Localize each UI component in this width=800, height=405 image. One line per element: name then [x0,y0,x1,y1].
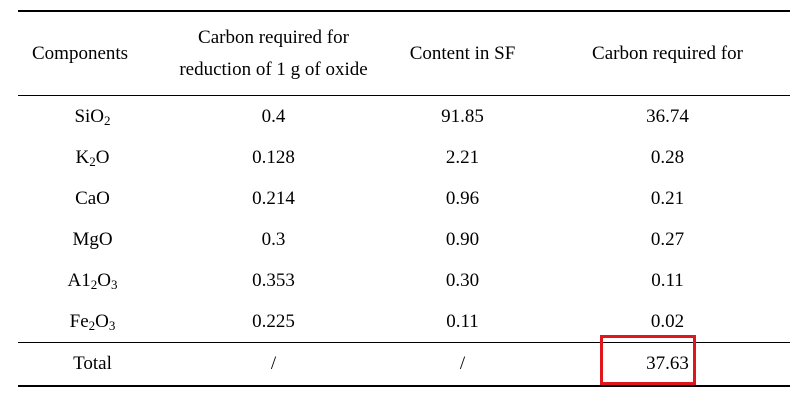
cell-carbon-required: 0.27 [650,228,685,250]
cell-carbon-required: 0.28 [650,146,685,168]
cell-content: 0.11 [446,310,479,332]
component-main-text: K [75,146,90,168]
component-main-text: SiO [74,105,105,127]
total-label: Total [73,353,112,374]
component-sub-text: 2 [89,153,96,169]
component-main-text: CaO [75,187,110,209]
table-row: A12O3 0.353 0.30 0.11 [18,260,790,301]
component-tail-text: O [95,310,109,332]
total-carbon-required: 37.63 [646,353,689,374]
component-sub2-text: 3 [108,317,116,333]
component-main-text: A1 [67,269,91,291]
cell-content: 0.30 [445,269,480,291]
component-main-text: MgO [72,228,113,250]
component-tail-text: O [95,146,110,168]
cell-content: 91.85 [441,105,484,127]
cell-component: K2O [18,147,167,169]
header-carbon-per-oxide-line2: reduction of 1 g of oxide [179,58,368,80]
table-row: Fe2O3 0.225 0.11 0.02 [18,301,790,342]
highlight-box: 37.63 [646,353,689,375]
component-sub-text: 2 [90,276,98,292]
component-main-text: Fe [69,310,89,332]
component-tail-text: O [97,269,111,291]
table-row: K2O 0.128 2.21 0.28 [18,137,790,178]
data-table: Components Carbon required for reduction… [18,10,790,387]
cell-carbon-required: 0.11 [651,269,684,291]
cell-carbon-required: 36.74 [646,105,689,127]
table-row: MgO 0.3 0.90 0.27 [18,219,790,260]
cell-content: 2.21 [445,146,480,168]
header-content-in-sf: Content in SF [409,42,516,64]
table-header-row: Components Carbon required for reduction… [18,12,790,95]
component-sub2-text: 3 [110,276,118,292]
cell-carbon-per-g: 0.4 [261,105,286,127]
component-sub-text: 2 [104,112,111,128]
table-total-row: Total / / 37.63 [18,343,790,385]
cell-carbon-per-g: 0.128 [252,146,295,168]
cell-carbon-per-g: 0.214 [252,187,295,209]
cell-component: Fe2O3 [18,311,167,333]
total-content: / [459,353,466,374]
top-rule [18,10,790,12]
cell-content: 0.96 [445,187,480,209]
table-row: SiO2 0.4 91.85 36.74 [18,96,790,137]
header-carbon-required: Carbon required for [592,42,743,64]
table-row: CaO 0.214 0.96 0.21 [18,178,790,219]
cell-carbon-per-g: 0.225 [252,310,295,332]
cell-component: SiO2 [18,106,167,128]
header-rule [18,95,790,96]
component-sub-text: 2 [88,317,96,333]
total-rule [18,342,790,343]
cell-carbon-required: 0.21 [650,187,685,209]
header-carbon-per-oxide: Carbon required for reduction of 1 g of … [167,22,380,86]
cell-content: 0.90 [445,228,480,250]
cell-component: A12O3 [18,270,167,292]
header-components: Components [32,42,129,64]
bottom-rule [18,385,790,387]
total-carbon-required-cell: 37.63 [545,353,790,375]
total-carbon-per-g: / [270,353,277,374]
cell-component: CaO [18,188,167,210]
cell-carbon-required: 0.02 [650,310,685,332]
header-carbon-per-oxide-line1: Carbon required for [198,26,349,48]
cell-carbon-per-g: 0.3 [261,228,286,250]
cell-carbon-per-g: 0.353 [252,269,295,291]
cell-component: MgO [18,229,167,251]
table-body: SiO2 0.4 91.85 36.74 K2O 0.128 2.21 0.28 CaO 0.21… [18,96,790,342]
